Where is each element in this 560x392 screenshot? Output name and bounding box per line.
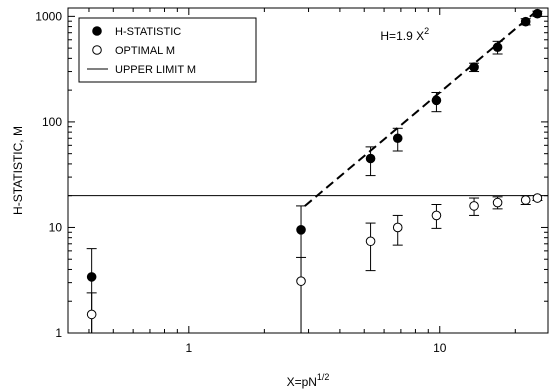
legend-marker-open-circle [92, 45, 102, 55]
y-tick-label: 100 [42, 115, 62, 129]
x-tick-label: 1 [185, 341, 192, 355]
legend-items: H-STATISTIC OPTIMAL M UPPER LIMIT M [87, 26, 196, 76]
fit-equation-label: H=1.9 X2 [380, 26, 429, 43]
legend-label: UPPER LIMIT M [115, 64, 196, 76]
y-axis-label: H-STATISTIC, M [11, 126, 25, 215]
h-statistic-point [86, 272, 97, 282]
optimal-m-point [520, 195, 531, 205]
optimal-m-point [492, 197, 503, 208]
legend-box [78, 17, 257, 83]
legend-label: OPTIMAL M [115, 45, 175, 57]
legend-label: H-STATISTIC [115, 26, 181, 38]
fit-equation-main: H=1.9 X [380, 29, 424, 43]
h-statistic-point [365, 153, 376, 164]
x-axis-label: X=pN1/2 [287, 372, 330, 389]
optimal-m-point [86, 309, 97, 320]
h-statistic-point [492, 42, 503, 53]
x-tick-label: 10 [433, 341, 447, 355]
h-statistic-point [392, 133, 403, 144]
h-statistic-point [431, 95, 442, 106]
h-statistic-point [520, 16, 531, 27]
h-statistic-point [532, 8, 543, 19]
optimal-m-point [469, 201, 479, 211]
ticks-layer: 1 10 100 1000 1 10 [35, 8, 548, 355]
h-statistic-point [469, 62, 479, 72]
optimal-m-point [431, 210, 442, 221]
marks-layer [86, 8, 543, 333]
optimal-m-point [532, 193, 543, 203]
h-statistic-point [296, 225, 306, 235]
plot-frame [67, 7, 549, 334]
y-tick-label: 10 [49, 220, 63, 234]
legend: H-STATISTIC OPTIMAL M UPPER LIMIT M [78, 17, 257, 83]
x-axis-label-main: X=pN [287, 375, 317, 389]
optimal-m-point [365, 236, 376, 247]
fit-equation-exponent: 2 [424, 26, 429, 36]
legend-marker-filled-circle [92, 26, 102, 36]
y-tick-label: 1 [55, 326, 62, 340]
optimal-m-point [392, 222, 403, 233]
y-tick-label: 1000 [35, 9, 62, 23]
optimal-m-point [296, 276, 306, 286]
x-axis-label-exponent: 1/2 [317, 372, 330, 382]
